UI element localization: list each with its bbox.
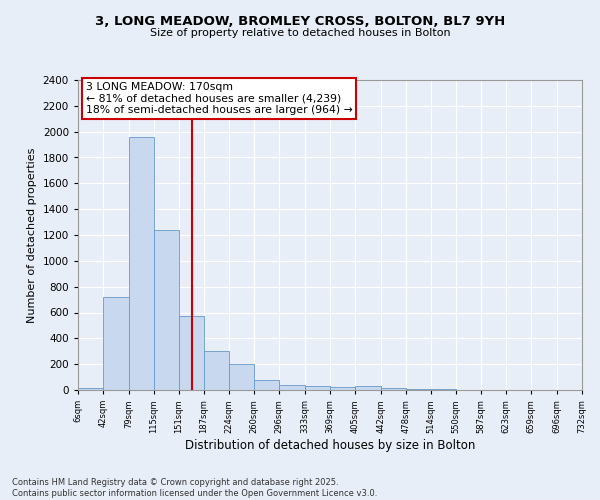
Bar xyxy=(78,388,103,390)
Bar xyxy=(229,364,254,390)
Bar xyxy=(128,137,154,390)
Bar xyxy=(179,316,203,390)
Y-axis label: Number of detached properties: Number of detached properties xyxy=(27,148,37,322)
Bar xyxy=(406,388,431,390)
Bar xyxy=(355,386,380,390)
Bar xyxy=(305,386,330,390)
Text: 3 LONG MEADOW: 170sqm
← 81% of detached houses are smaller (4,239)
18% of semi-d: 3 LONG MEADOW: 170sqm ← 81% of detached … xyxy=(86,82,352,115)
Bar xyxy=(254,380,280,390)
Bar xyxy=(330,387,355,390)
X-axis label: Distribution of detached houses by size in Bolton: Distribution of detached houses by size … xyxy=(185,438,475,452)
Bar xyxy=(103,297,128,390)
Text: Contains HM Land Registry data © Crown copyright and database right 2025.
Contai: Contains HM Land Registry data © Crown c… xyxy=(12,478,377,498)
Bar xyxy=(154,230,179,390)
Text: 3, LONG MEADOW, BROMLEY CROSS, BOLTON, BL7 9YH: 3, LONG MEADOW, BROMLEY CROSS, BOLTON, B… xyxy=(95,15,505,28)
Text: Size of property relative to detached houses in Bolton: Size of property relative to detached ho… xyxy=(149,28,451,38)
Bar xyxy=(203,350,229,390)
Bar xyxy=(280,385,305,390)
Bar xyxy=(380,388,406,390)
